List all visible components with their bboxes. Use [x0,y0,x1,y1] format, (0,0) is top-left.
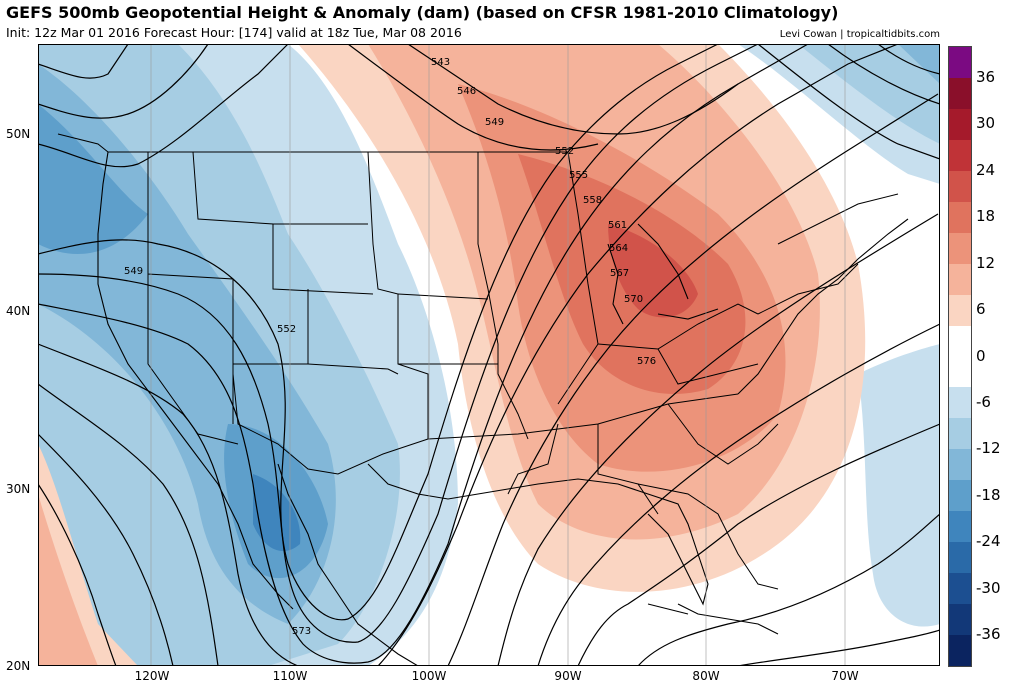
colorbar-segment [949,47,971,79]
colorbar-label: 12 [976,253,996,272]
colorbar-segment [949,294,971,327]
contour-label: 564 [609,243,628,254]
contour-label: 549 [124,266,143,277]
contour-label: 555 [569,170,588,181]
height-contours [38,44,940,666]
lat-label: 50N [6,127,31,141]
contour-label: 549 [485,117,504,128]
contour-label: 573 [292,626,311,637]
contour-label: 543 [431,57,450,68]
credit-text: Levi Cowan | tropicaltidbits.com [779,29,940,40]
contour-label: 552 [277,324,296,335]
contour-label: 570 [624,294,643,305]
colorbar-label: 0 [976,346,986,365]
colorbar-segment [949,356,971,388]
colorbar-label: -12 [976,439,1001,458]
chart-subtitle: Init: 12z Mar 01 2016 Forecast Hour: [17… [6,25,462,40]
colorbar-label: 30 [976,114,996,133]
colorbar-segment [949,201,971,234]
colorbar-segment [949,604,971,636]
colorbar-label: 36 [976,67,996,86]
lon-label: 110W [272,669,308,683]
contour-label: 567 [610,268,629,279]
contour-label: 558 [583,195,602,206]
colorbar-label: -6 [976,392,991,411]
colorbar-label: -18 [976,485,1001,504]
colorbar-segment [949,635,971,667]
map-panel: 543 546 549 552 555 558 561 564 567 570 … [38,44,940,666]
lat-label: 40N [6,304,31,318]
contour-label: 561 [608,220,627,231]
map-svg: 543 546 549 552 555 558 561 564 567 570 … [38,44,940,666]
lon-label: 70W [831,669,859,683]
colorbar-segment [949,449,971,481]
colorbar-segment [949,263,971,296]
lon-label: 80W [692,669,720,683]
colorbar-segment [949,387,971,419]
lat-label: 20N [6,659,31,673]
colorbar-segment [949,418,971,450]
colorbar-segment [949,511,971,543]
boundaries [57,133,899,590]
lon-label: 100W [411,669,447,683]
colorbar-label: 18 [976,207,996,226]
colorbar-segment [949,139,971,172]
lat-lon-grid [150,44,846,666]
colorbar-label: 24 [976,160,996,179]
contour-label: 576 [637,356,656,367]
colorbar-label: -36 [976,625,1001,644]
chart-title: GEFS 500mb Geopotential Height & Anomaly… [6,3,839,22]
contour-label: 546 [457,86,476,97]
map-frame [38,44,940,666]
colorbar [948,46,972,667]
lat-label: 30N [6,482,31,496]
positive-anomaly-shading [38,44,866,666]
contour-labels: 543 546 549 552 555 558 561 564 567 570 … [124,57,656,637]
colorbar-segment [949,108,971,141]
contour-label: 552 [555,146,574,157]
lon-label: 90W [554,669,582,683]
colorbar-segment [949,170,971,203]
lon-label: 120W [134,669,170,683]
colorbar-label: 6 [976,300,986,319]
colorbar-segment [949,573,971,605]
colorbar-label: -30 [976,578,1001,597]
colorbar-segment [949,77,971,110]
colorbar-segment [949,480,971,512]
colorbar-segment [949,325,971,357]
colorbar-segment [949,542,971,574]
colorbar-segment [949,232,971,265]
colorbar-label: -24 [976,532,1001,551]
